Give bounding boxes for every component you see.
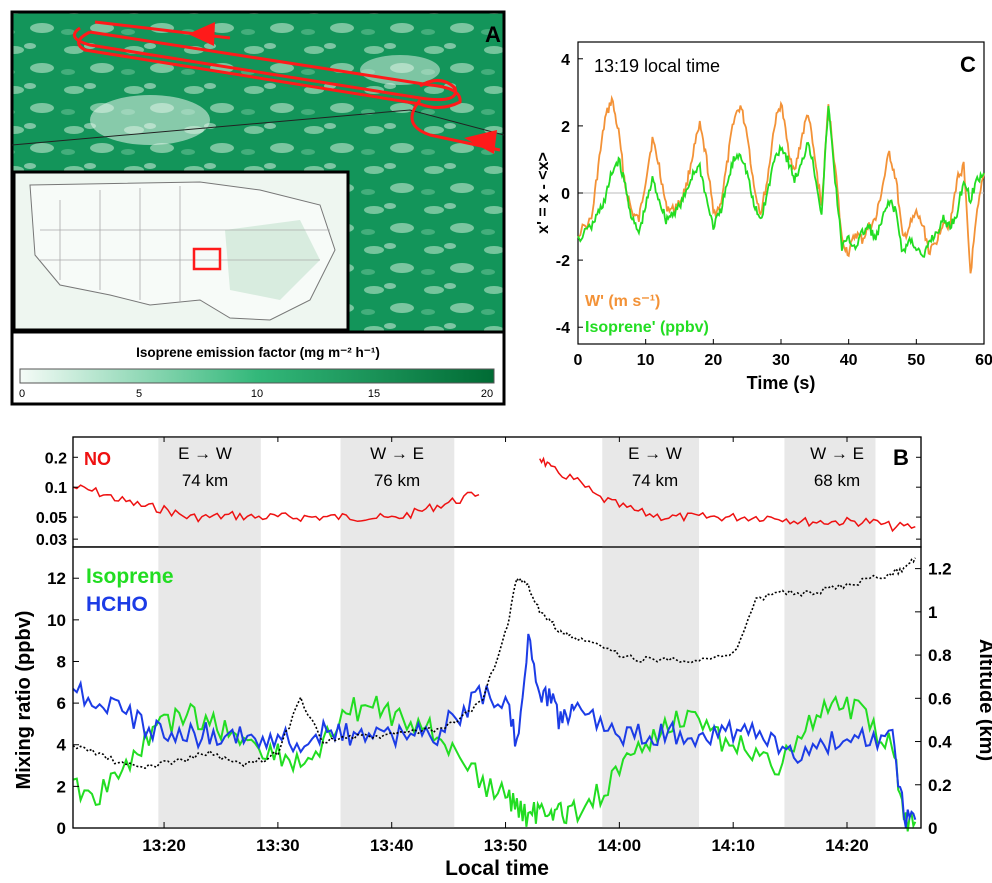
right-ytick-label: 0.2: [928, 776, 952, 795]
panel-b-ticks: 0.03 0.05 0.1 0.2 0 2 4 6 8 10 12 0 0.2 0.4 0.6 0.8 1 1.2…: [36, 437, 952, 855]
xtick-label: 13:20: [142, 836, 185, 855]
colorbar-tick-10: 10: [251, 388, 263, 400]
series-altitude-line: [72, 557, 917, 770]
leg-1-distance: 74 km: [182, 471, 228, 490]
c-ytick-label: -2: [556, 253, 570, 270]
series-no-line: [72, 456, 916, 533]
leg-shade-3: [602, 437, 700, 828]
colorbar-tick-20: 20: [481, 388, 493, 400]
leg-1-direction: E → W: [178, 444, 232, 463]
inset-us-map: [12, 170, 350, 332]
panel-c-ticks: 0 10 20 30 40 50 60 -4 -2 0 2 4: [556, 52, 992, 369]
right-ytick-label: 0.8: [928, 646, 952, 665]
xtick-label: 14:10: [711, 836, 754, 855]
xtick-label: 13:50: [484, 836, 527, 855]
leg-3-direction: E → W: [628, 444, 682, 463]
series-isoprene-line: [72, 694, 917, 832]
flight-direction-arrows: [188, 22, 497, 154]
left-ytick-label: 12: [47, 569, 66, 588]
series-hcho-line: [72, 633, 917, 828]
left-ytick-label: 4: [57, 736, 67, 755]
series-w-line: [577, 94, 985, 274]
series-isoprene-line: [577, 105, 985, 258]
label-no: NO: [84, 449, 111, 469]
c-ytick-label: 2: [561, 119, 570, 136]
panel-a: A Isoprene emission factor (mg m⁻² h⁻¹) …: [10, 10, 506, 406]
panel-c-letter: C: [960, 52, 976, 77]
colorbar-tick-0: 0: [19, 388, 25, 400]
inset-region-box: [192, 247, 222, 271]
panel-c-xlabel: Time (s): [747, 373, 816, 393]
legend-w: W' (m s⁻¹): [585, 293, 660, 310]
right-ytick-label: 1: [928, 603, 937, 622]
colorbar: [19, 368, 495, 384]
no-ytick-label: 0.03: [36, 532, 67, 549]
ylabel-left: Mixing ratio (ppbv): [13, 611, 35, 790]
panel-a-letter: A: [485, 22, 501, 47]
mixing-lines: [72, 557, 917, 832]
panel-c-lines: [577, 94, 985, 274]
xtick-label: 13:40: [370, 836, 413, 855]
xtick-label: 14:20: [825, 836, 868, 855]
legend-isoprene: Isoprene' (ppbv): [585, 319, 709, 336]
left-ytick-label: 2: [57, 777, 66, 796]
leg-4-direction: W → E: [810, 444, 864, 463]
c-xtick-label: 20: [704, 352, 722, 369]
c-ytick-label: 0: [561, 186, 570, 203]
leg-labels: E → W 74 km W → E 76 km E → W 74 km W → …: [178, 444, 864, 490]
no-ytick-label: 0.2: [45, 450, 67, 467]
xtick-label: 13:30: [256, 836, 299, 855]
leg-3-distance: 74 km: [632, 471, 678, 490]
colorbar-title: Isoprene emission factor (mg m⁻² h⁻¹): [136, 345, 380, 360]
c-xtick-label: 10: [637, 352, 655, 369]
ylabel-right: Altitude (km): [975, 639, 992, 761]
colorbar-tick-15: 15: [368, 388, 380, 400]
flight-track-thin: [11, 109, 505, 146]
right-ytick-label: 0.4: [928, 733, 952, 752]
no-ytick-label: 0.05: [36, 510, 67, 527]
c-xtick-label: 40: [840, 352, 858, 369]
leg-shade-2: [340, 437, 455, 828]
left-ytick-label: 0: [57, 819, 66, 838]
label-isoprene: Isoprene: [86, 565, 174, 588]
left-ytick-label: 8: [57, 652, 66, 671]
c-xtick-label: 50: [907, 352, 925, 369]
right-ytick-label: 1.2: [928, 560, 952, 579]
left-ytick-label: 10: [47, 611, 66, 630]
leg-2-direction: W → E: [370, 444, 424, 463]
no-ytick-label: 0.1: [45, 480, 67, 497]
c-ytick-label: -4: [556, 320, 570, 337]
right-ytick-label: 0: [928, 819, 937, 838]
left-ytick-label: 6: [57, 694, 66, 713]
xlabel-local-time: Local time: [445, 857, 549, 880]
no-line: [72, 456, 916, 533]
panel-b-letter: B: [893, 445, 909, 470]
c-ytick-label: 4: [561, 52, 570, 69]
panel-b: 0.03 0.05 0.1 0.2 0 2 4 6 8 10 12 0 0.2 0.4 0.6 0.8 1 1.2…: [13, 436, 992, 880]
leg-shading: [158, 437, 876, 828]
leg-shade-4: [784, 437, 876, 828]
panel-c-annotation: 13:19 local time: [594, 56, 720, 76]
label-hcho: HCHO: [86, 593, 148, 616]
panel-c-ylabel: x' = x - <x>: [535, 152, 552, 234]
c-xtick-label: 30: [772, 352, 790, 369]
colorbar-ticks: 0 5 10 15 20: [19, 388, 493, 400]
c-xtick-label: 0: [574, 352, 583, 369]
leg-2-distance: 76 km: [374, 471, 420, 490]
leg-shade-1: [158, 437, 261, 828]
c-xtick-label: 60: [975, 352, 992, 369]
xtick-label: 14:00: [598, 836, 641, 855]
colorbar-tick-5: 5: [136, 388, 142, 400]
right-ytick-label: 0.6: [928, 689, 952, 708]
leg-4-distance: 68 km: [814, 471, 860, 490]
